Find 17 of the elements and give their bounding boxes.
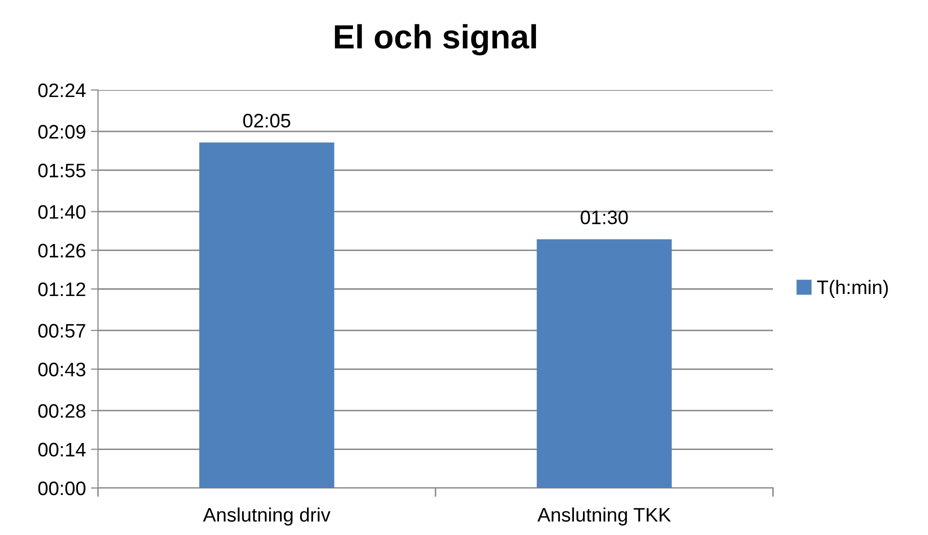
y-tick-label: 00:14 xyxy=(38,442,86,457)
x-tick-label: Anslutning driv xyxy=(203,507,330,526)
y-tick-label: 00:28 xyxy=(38,404,86,418)
y-tick-label: 02:24 xyxy=(38,83,86,98)
chart-title: El och signal xyxy=(334,24,536,56)
y-tick-label: 01:40 xyxy=(38,205,86,219)
y-tick-label: 00:43 xyxy=(38,362,86,376)
y-tick-label: 02:09 xyxy=(38,124,86,139)
y-tick-label: 01:55 xyxy=(38,164,86,178)
data-label: 02:05 xyxy=(243,114,290,128)
y-tick-label: 01:12 xyxy=(38,282,86,296)
y-tick-label: 01:26 xyxy=(38,244,86,258)
y-tick-label: 00:57 xyxy=(38,324,86,338)
data-label: 01:30 xyxy=(580,210,628,224)
legend-label: T(h:min) xyxy=(817,280,888,298)
x-tick-label: Anslutning TKK xyxy=(537,507,671,526)
y-tick-label: 00:00 xyxy=(38,481,86,496)
